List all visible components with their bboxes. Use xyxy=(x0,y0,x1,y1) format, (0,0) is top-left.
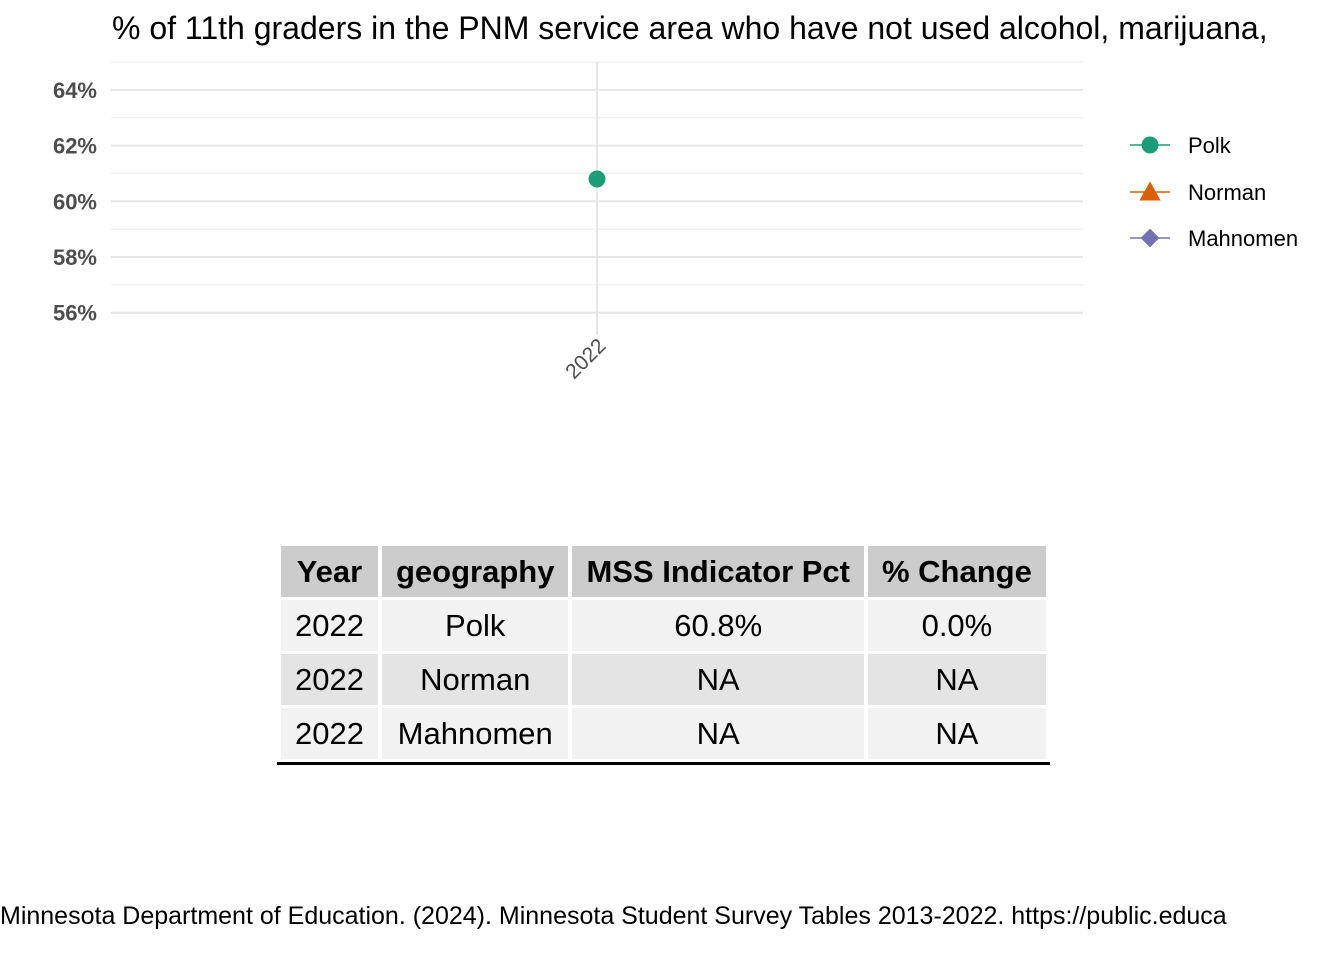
table-cell: NA xyxy=(572,654,864,705)
y-tick-label: 56% xyxy=(53,301,97,326)
table-row: 2022 Polk 60.8% 0.0% xyxy=(281,600,1046,651)
y-tick-label: 60% xyxy=(53,189,97,214)
line-chart: 56% 58% 60% 62% 64% 2022 xyxy=(53,61,1083,384)
source-caption: Minnesota Department of Education. (2024… xyxy=(0,902,1227,930)
table-cell: Polk xyxy=(381,600,569,651)
major-gridlines xyxy=(111,62,1083,335)
x-tick-label: 2022 xyxy=(561,334,610,383)
table-cell: 60.8% xyxy=(572,600,864,651)
table-cell: 0.0% xyxy=(867,600,1046,651)
legend-label: Norman xyxy=(1188,179,1267,205)
data-table: Year geography MSS Indicator Pct % Chang… xyxy=(277,543,1050,765)
legend-key-triangle-icon xyxy=(1130,180,1170,200)
table-cell: NA xyxy=(867,708,1046,759)
table-row: 2022 Mahnomen NA NA xyxy=(281,708,1046,759)
y-tick-label: 62% xyxy=(53,134,97,159)
legend-marker xyxy=(1141,136,1159,154)
table-cell: 2022 xyxy=(281,654,378,705)
y-axis-tick-labels: 56% 58% 60% 62% 64% xyxy=(53,78,97,326)
header-mss-indicator-pct: MSS Indicator Pct xyxy=(572,546,864,597)
table-cell: NA xyxy=(867,654,1046,705)
table-row: 2022 Norman NA NA xyxy=(281,654,1046,705)
header-year: Year xyxy=(281,546,378,597)
table-cell: Mahnomen xyxy=(381,708,569,759)
legend-marker xyxy=(1139,180,1161,200)
legend-key-diamond-icon xyxy=(1130,228,1170,248)
table-cell: 2022 xyxy=(281,600,378,651)
y-tick-label: 58% xyxy=(53,245,97,270)
header-pct-change: % Change xyxy=(867,546,1046,597)
header-geography: geography xyxy=(381,546,569,597)
legend-label: Polk xyxy=(1188,133,1231,158)
legend-marker xyxy=(1140,228,1160,248)
table-cell: NA xyxy=(572,708,864,759)
legend-key-circle-icon xyxy=(1130,136,1170,154)
y-tick-label: 64% xyxy=(53,78,97,103)
data-points xyxy=(588,170,606,188)
table-header-row: Year geography MSS Indicator Pct % Chang… xyxy=(281,546,1046,597)
legend-label: Mahnomen xyxy=(1188,226,1299,251)
chart-title: % of 11th graders in the PNM service are… xyxy=(112,10,1268,46)
data-point-polk xyxy=(588,170,606,188)
x-axis-tick-labels: 2022 xyxy=(561,334,610,383)
table-cell: Norman xyxy=(381,654,569,705)
table-cell: 2022 xyxy=(281,708,378,759)
